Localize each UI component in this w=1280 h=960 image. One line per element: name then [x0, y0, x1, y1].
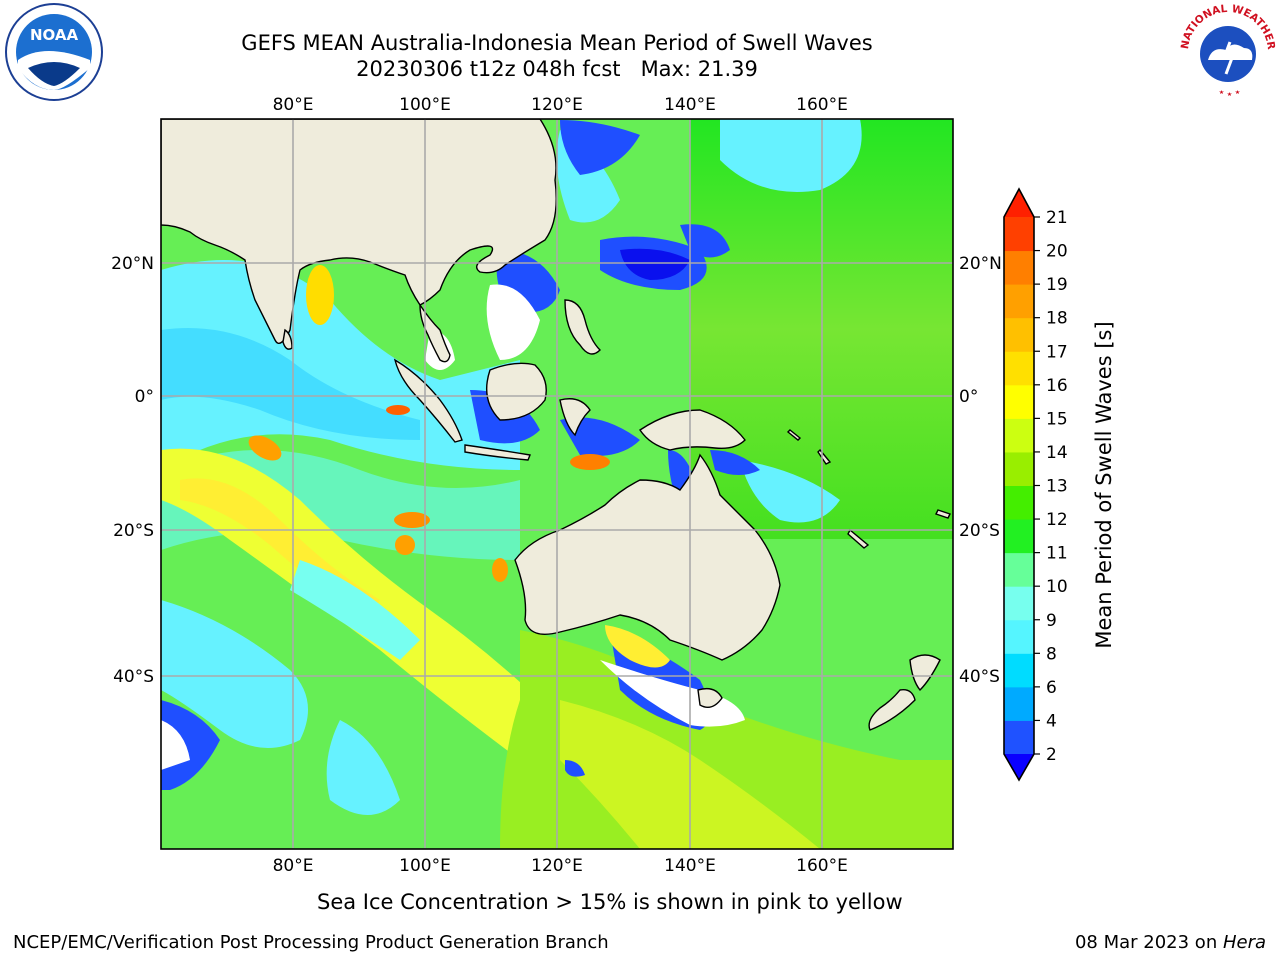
lon-label: 80°E	[273, 95, 314, 115]
colorbar-segment	[1004, 686, 1034, 721]
nws-logo-icon: NATIONAL WEATHER SERVICE	[1178, 2, 1277, 100]
land-masses	[161, 119, 951, 731]
colorbar-segment	[1004, 653, 1034, 688]
colorbar-tick-label: 17	[1046, 342, 1068, 362]
colorbar-segment	[1004, 351, 1034, 386]
colorbar-tick-label: 2	[1046, 745, 1057, 765]
colorbar-tick-label: 21	[1046, 208, 1068, 228]
lon-label: 120°E	[531, 95, 583, 115]
lon-label: 80°E	[273, 856, 314, 876]
colorbar-tick-label: 11	[1046, 544, 1068, 564]
colorbar-tick-label: 9	[1046, 611, 1057, 631]
colorbar: 21 20 19 18 17 16 15 14 13 12 11 10 9 8 6 4 2 Mean Perio…	[1003, 187, 1116, 782]
noaa-logo-text: NOAA	[30, 26, 79, 44]
colorbar-tick-label: 18	[1046, 309, 1068, 329]
colorbar-tick-label: 20	[1046, 242, 1068, 262]
lat-label: 20°N	[959, 254, 1002, 274]
lat-label: 0°	[959, 387, 978, 407]
lon-label: 140°E	[664, 95, 716, 115]
colorbar-segment	[1004, 284, 1034, 319]
colorbar-segment	[1004, 619, 1034, 654]
colorbar-segment	[1004, 485, 1034, 520]
colorbar-segment	[1004, 317, 1034, 352]
title-line-1: GEFS MEAN Australia-Indonesia Mean Perio…	[241, 31, 873, 55]
lat-labels-right: 20°N 0° 20°S 40°S	[959, 254, 1002, 687]
lon-labels-bottom: 80°E 100°E 120°E 140°E 160°E	[273, 856, 848, 876]
colorbar-segment	[1004, 451, 1034, 486]
colorbar-segment	[1004, 720, 1034, 755]
colorbar-segment	[1004, 418, 1034, 453]
colorbar-segment	[1004, 586, 1034, 621]
lon-label: 160°E	[796, 95, 848, 115]
colorbar-tick-label: 14	[1046, 443, 1068, 463]
colorbar-segment	[1004, 217, 1034, 252]
title-line-2: 20230306 t12z 048h fcst Max: 21.39	[356, 57, 758, 81]
colorbar-over-arrow	[1004, 189, 1034, 217]
lat-label: 40°S	[959, 667, 1000, 687]
colorbar-segment	[1004, 552, 1034, 587]
colorbar-tick-label: 13	[1046, 477, 1068, 497]
colorbar-tick-label: 19	[1046, 275, 1068, 295]
lat-label: 20°N	[111, 254, 154, 274]
colorbar-tick-label: 15	[1046, 409, 1068, 429]
lon-label: 100°E	[399, 856, 451, 876]
colorbar-under-arrow	[1004, 754, 1034, 780]
map-frame	[160, 118, 954, 850]
colorbar-tick-label: 12	[1046, 510, 1068, 530]
noaa-logo-icon: NOAA	[5, 3, 103, 101]
lat-label: 20°S	[113, 521, 154, 541]
lon-label: 120°E	[531, 856, 583, 876]
colorbar-tick-label: 6	[1046, 678, 1057, 698]
sea-ice-note: Sea Ice Concentration > 15% is shown in …	[317, 890, 903, 914]
colorbar-segment	[1004, 250, 1034, 285]
generation-date: 08 Mar 2023 on Hera	[1075, 932, 1266, 953]
colorbar-ticks: 21 20 19 18 17 16 15 14 13 12 11 10 9 8 6 4 2	[1034, 208, 1068, 765]
generation-machine: Hera	[1222, 932, 1266, 953]
producer-credit: NCEP/EMC/Verification Post Processing Pr…	[13, 932, 609, 953]
colorbar-segment	[1004, 384, 1034, 419]
lon-label: 140°E	[664, 856, 716, 876]
colorbar-tick-label: 16	[1046, 376, 1068, 396]
lon-labels-top: 80°E 100°E 120°E 140°E 160°E	[273, 95, 848, 115]
lat-label: 0°	[135, 387, 154, 407]
lat-labels-left: 20°N 0° 20°S 40°S	[111, 254, 154, 687]
colorbar-tick-label: 4	[1046, 711, 1057, 731]
colorbar-label: Mean Period of Swell Waves [s]	[1092, 321, 1116, 648]
lat-label: 20°S	[959, 521, 1000, 541]
lon-label: 100°E	[399, 95, 451, 115]
colorbar-tick-label: 10	[1046, 577, 1068, 597]
plot-title: GEFS MEAN Australia-Indonesia Mean Perio…	[160, 30, 954, 82]
colorbar-segment	[1004, 519, 1034, 554]
generation-date-text: 08 Mar 2023 on	[1074, 932, 1223, 953]
lat-label: 40°S	[113, 667, 154, 687]
colorbar-tick-label: 8	[1046, 644, 1057, 664]
graticule	[161, 119, 953, 849]
map-panel	[161, 119, 953, 849]
colorbar-segments	[1004, 217, 1034, 755]
lon-label: 160°E	[796, 856, 848, 876]
